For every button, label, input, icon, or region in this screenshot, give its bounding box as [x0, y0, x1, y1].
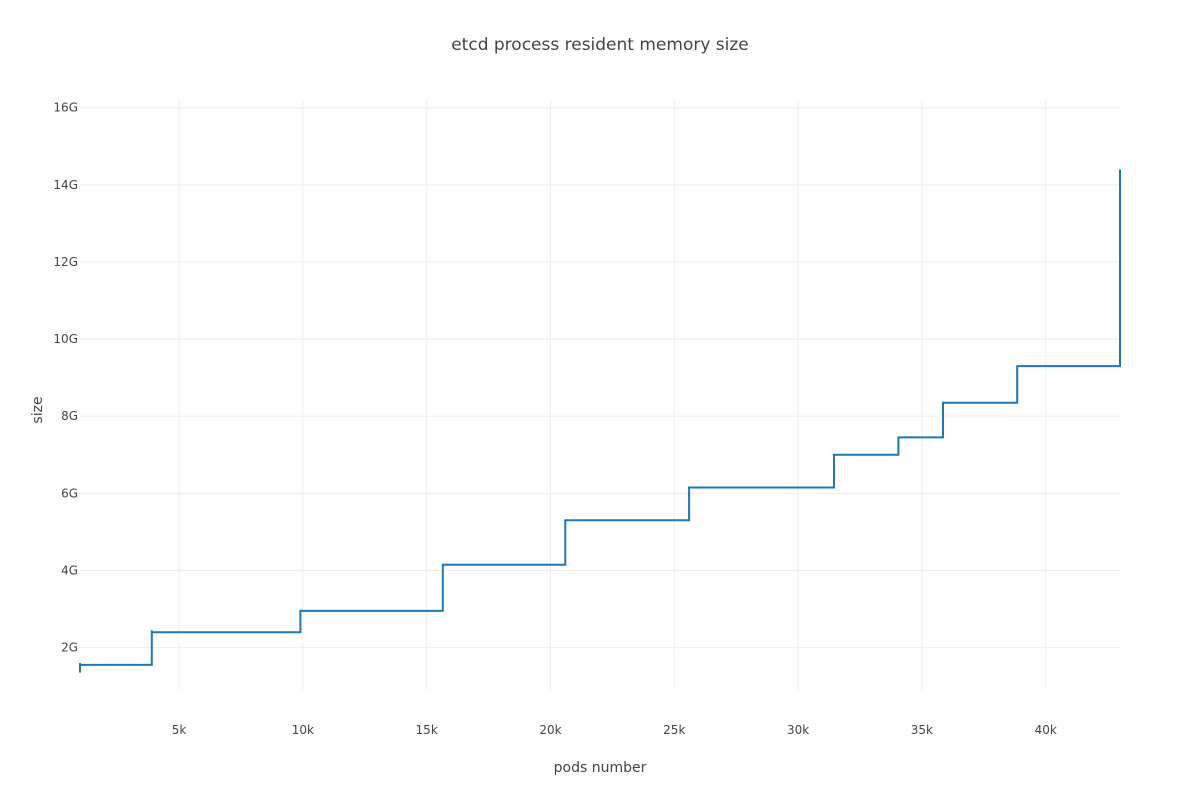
chart-title: etcd process resident memory size [451, 35, 749, 55]
x-tick-label: 10k [292, 723, 314, 737]
y-tick-label: 4G [61, 563, 78, 577]
y-tick-label: 12G [53, 255, 78, 269]
series-layer [79, 169, 1121, 673]
x-tick-label: 5k [172, 723, 187, 737]
x-axis-title: pods number [554, 760, 647, 776]
y-tick-labels: 2G 4G 6G 8G 10G 12G 14G 16G [53, 101, 78, 655]
y-tick-label: 10G [53, 332, 78, 346]
x-tick-label: 30k [787, 723, 809, 737]
x-tick-label: 25k [663, 723, 685, 737]
y-tick-label: 14G [53, 178, 78, 192]
series-line [79, 169, 1121, 673]
x-tick-label: 15k [416, 723, 438, 737]
x-tick-label: 35k [911, 723, 933, 737]
x-tick-label: 40k [1035, 723, 1057, 737]
y-gridlines [80, 107, 1120, 649]
y-axis-title: size [30, 396, 46, 423]
y-tick-label: 6G [61, 486, 78, 500]
y-tick-label: 2G [61, 641, 78, 655]
y-tick-label: 16G [53, 101, 78, 115]
y-tick-label: 8G [61, 409, 78, 423]
x-tick-label: 20k [539, 723, 561, 737]
x-gridlines [178, 100, 1047, 690]
x-tick-labels: 5k 10k 15k 20k 25k 30k 35k 40k [172, 723, 1057, 737]
